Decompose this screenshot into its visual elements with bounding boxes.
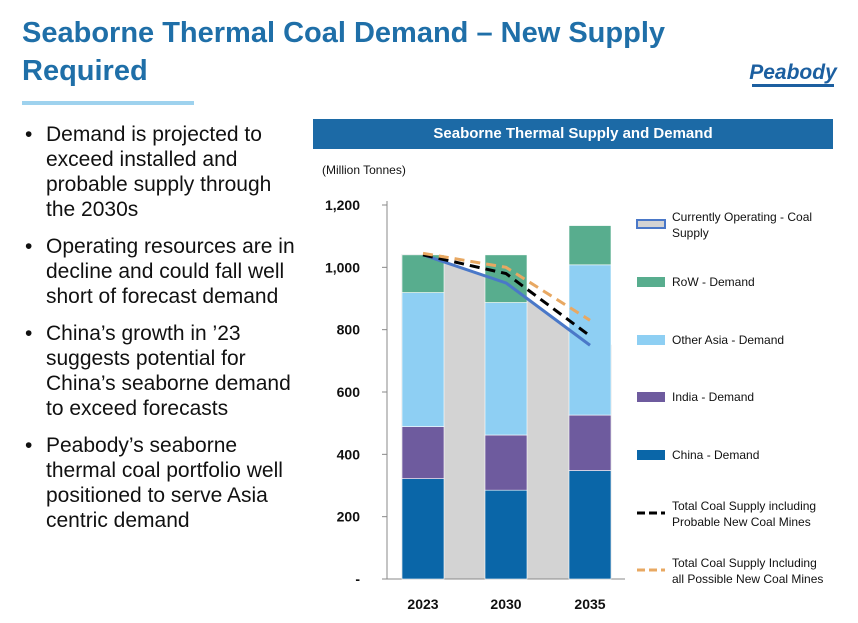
- legend-swatch: [636, 219, 666, 229]
- legend-label-line: Total Coal Supply Including: [672, 556, 817, 570]
- bullet-dot: •: [25, 123, 33, 146]
- y-tick-label: -: [355, 571, 360, 587]
- bar-segment-china-demand: [401, 478, 445, 580]
- legend-label-line: Total Coal Supply including: [672, 499, 816, 513]
- bar-segment-china-demand: [568, 470, 612, 580]
- legend-label-line: Currently Operating - Coal: [672, 210, 812, 224]
- bullet-item: • Demand is projected to exceed installed…: [22, 122, 304, 222]
- bullet-item: • China’s growth in ’23 suggests potentia…: [22, 321, 304, 421]
- y-axis-label: (Million Tonnes): [322, 163, 406, 177]
- bullet-dot: •: [25, 434, 33, 457]
- legend-label-line: Supply: [672, 226, 709, 240]
- bullet-dot: •: [25, 322, 33, 345]
- y-tick-label: 800: [337, 322, 361, 338]
- bullet-item: • Peabody’s seaborne thermal coal portfol…: [22, 433, 304, 533]
- bar-segment-china-demand: [484, 489, 528, 580]
- bar-segment-row-demand: [568, 225, 612, 266]
- bullet-dot: •: [25, 235, 33, 258]
- legend-label-line: RoW - Demand: [672, 275, 755, 289]
- legend-label: Currently Operating - Coal Supply: [672, 210, 812, 240]
- title-underline: [22, 101, 194, 105]
- bar-segment-india-demand: [484, 434, 528, 491]
- y-tick-label: 200: [337, 509, 361, 525]
- x-tick-label: 2035: [574, 596, 605, 612]
- legend-swatch: [637, 450, 665, 460]
- supply-line-probable: [422, 253, 591, 338]
- legend-swatch: [637, 392, 665, 402]
- bar-segment-india-demand: [401, 426, 445, 479]
- bullet-list: • Demand is projected to exceed installed…: [22, 122, 304, 545]
- bullet-item: • Operating resources are in decline and …: [22, 234, 304, 309]
- bullet-text: Peabody’s seaborne thermal coal portfoli…: [46, 434, 283, 532]
- legend-label-line: Other Asia - Demand: [672, 333, 784, 347]
- x-tick-label: 2023: [407, 596, 438, 612]
- legend-label: RoW - Demand: [672, 275, 755, 289]
- logo-underline: [752, 84, 834, 87]
- legend-label: Total Coal Supply including Probable New …: [672, 499, 816, 529]
- peabody-logo: Peabody: [749, 61, 838, 87]
- y-tick-label: 600: [337, 384, 361, 400]
- legend-label-line: all Possible New Coal Mines: [672, 572, 823, 586]
- supply-line-possible: [422, 251, 591, 322]
- chart-title: Seaborne Thermal Supply and Demand: [313, 119, 833, 149]
- page-title: Seaborne Thermal Coal Demand – New Suppl…: [22, 17, 665, 87]
- bullet-text: Demand is projected to exceed installed …: [46, 123, 272, 221]
- bar-segment-other-asia-demand: [484, 302, 528, 436]
- bar-segment-other-asia-demand: [401, 292, 445, 427]
- legend-label: Total Coal Supply Including all Possible …: [672, 556, 823, 586]
- bar-segment-other-asia-demand: [568, 264, 612, 416]
- y-tick-label: 400: [337, 446, 361, 462]
- legend-label-line: India - Demand: [672, 390, 754, 404]
- supply-line-operating: [422, 253, 591, 347]
- legend-label: China - Demand: [672, 448, 759, 462]
- legend-swatch: [637, 335, 665, 345]
- bullet-text: China’s growth in ’23 suggests potential…: [46, 322, 291, 420]
- legend-label: Other Asia - Demand: [672, 333, 784, 347]
- bar-segment-india-demand: [568, 414, 612, 471]
- y-tick-label: 1,200: [325, 197, 360, 213]
- legend-label: India - Demand: [672, 390, 754, 404]
- x-tick-label: 2030: [490, 596, 521, 612]
- legend-label-line: China - Demand: [672, 448, 759, 462]
- y-tick-label: 1,000: [325, 259, 360, 275]
- logo-text: Peabody: [749, 61, 838, 84]
- bullet-text: Operating resources are in decline and c…: [46, 235, 295, 308]
- legend-swatch: [637, 277, 665, 287]
- legend-label-line: Probable New Coal Mines: [672, 515, 811, 529]
